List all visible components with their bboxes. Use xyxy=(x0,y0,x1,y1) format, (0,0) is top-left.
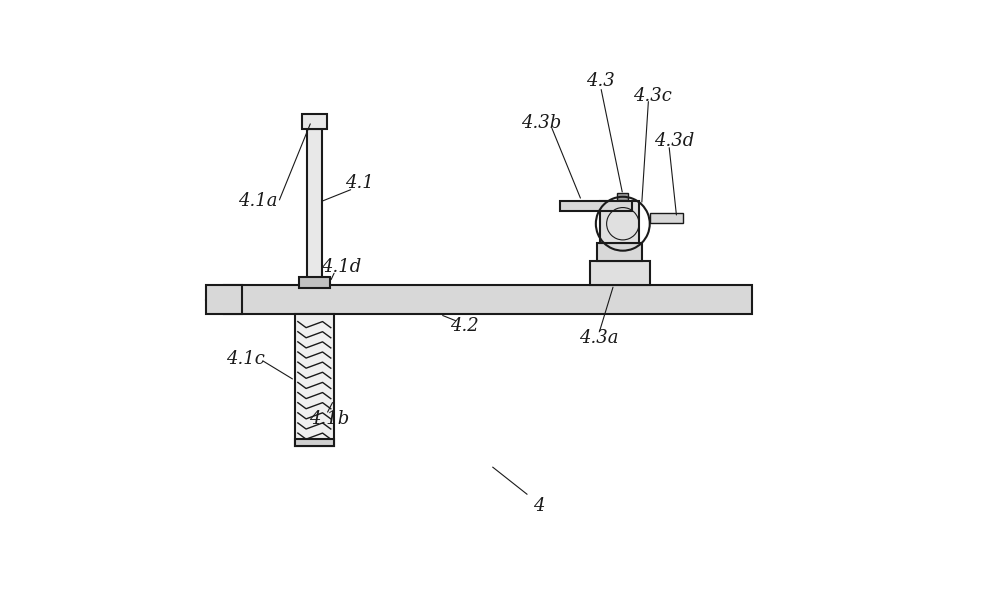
Text: 4.1c: 4.1c xyxy=(226,350,265,368)
FancyBboxPatch shape xyxy=(206,285,242,314)
Text: 4.1: 4.1 xyxy=(345,174,374,192)
FancyBboxPatch shape xyxy=(307,129,322,285)
FancyBboxPatch shape xyxy=(597,243,642,261)
Text: 4.1b: 4.1b xyxy=(309,410,349,428)
FancyBboxPatch shape xyxy=(224,285,752,314)
FancyBboxPatch shape xyxy=(560,201,632,211)
Text: 4.3a: 4.3a xyxy=(579,329,619,347)
Text: 4.3d: 4.3d xyxy=(654,132,694,150)
FancyBboxPatch shape xyxy=(295,314,334,446)
Text: 4.2: 4.2 xyxy=(450,317,478,335)
Text: 4.3b: 4.3b xyxy=(521,114,561,132)
FancyBboxPatch shape xyxy=(590,261,650,285)
FancyBboxPatch shape xyxy=(295,439,334,446)
Text: 4.3c: 4.3c xyxy=(633,87,672,105)
FancyBboxPatch shape xyxy=(302,114,327,129)
Text: 4.3: 4.3 xyxy=(586,72,615,90)
FancyBboxPatch shape xyxy=(617,193,628,200)
Text: 4.1d: 4.1d xyxy=(321,258,361,276)
Text: 4.1a: 4.1a xyxy=(238,192,277,210)
FancyBboxPatch shape xyxy=(650,213,683,222)
Text: 4: 4 xyxy=(533,497,545,515)
FancyBboxPatch shape xyxy=(299,277,330,288)
FancyBboxPatch shape xyxy=(600,201,639,243)
